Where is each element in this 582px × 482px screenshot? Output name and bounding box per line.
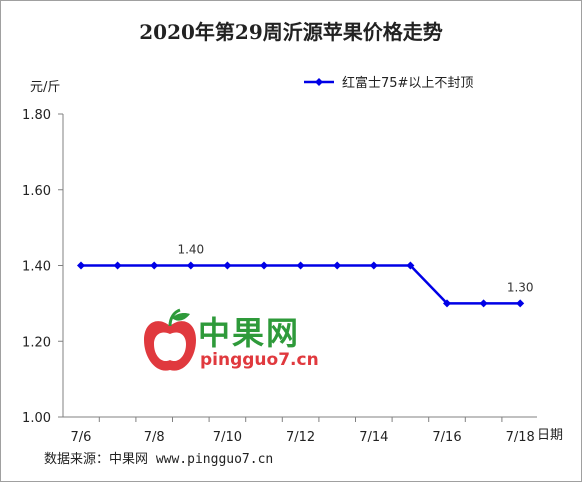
data-point-marker	[443, 299, 451, 308]
data-point-marker	[186, 261, 195, 270]
y-axis-unit: 元/斤	[30, 80, 61, 95]
data-point-marker	[150, 261, 159, 270]
data-point-marker	[479, 299, 488, 308]
y-tick-label: 1.00	[22, 411, 51, 426]
data-label: 1.30	[507, 280, 534, 294]
x-tick-label: 7/8	[144, 430, 165, 445]
y-tick-label: 1.80	[22, 108, 51, 123]
y-tick-label: 1.40	[22, 260, 51, 275]
x-axis-label: 日期	[537, 428, 564, 443]
x-tick-label: 7/16	[432, 430, 461, 445]
x-tick-label: 7/6	[71, 430, 92, 445]
series-line	[81, 264, 521, 305]
data-point-marker	[369, 261, 378, 270]
data-point-marker	[77, 261, 85, 270]
data-label: 1.40	[177, 243, 204, 257]
watermark-logo: 中果网 pingguo7.cn	[140, 306, 340, 380]
data-point-marker	[223, 261, 232, 270]
data-point-marker	[516, 299, 525, 308]
data-point-marker	[260, 261, 268, 270]
watermark-name: 中果网	[198, 314, 301, 352]
data-point-marker	[113, 261, 122, 270]
y-tick-label: 1.60	[22, 184, 51, 199]
y-tick-label: 1.20	[22, 335, 51, 350]
x-tick-label: 7/10	[213, 430, 242, 445]
apple-logo-icon	[144, 308, 196, 371]
legend-marker	[315, 78, 323, 86]
data-source: 数据来源：中果网 www.pingguo7.cn	[44, 452, 274, 467]
data-point-marker	[296, 261, 305, 270]
x-tick-label: 7/12	[286, 430, 315, 445]
data-point-marker	[333, 261, 342, 270]
x-tick-label: 7/18	[506, 430, 535, 445]
data-point-marker	[406, 261, 415, 270]
legend-label: 红富士75#以上不封顶	[342, 75, 473, 91]
x-tick-label: 7/14	[359, 430, 388, 445]
chart-title: 2020年第29周沂源苹果价格走势	[139, 20, 443, 44]
watermark-url: pingguo7.cn	[200, 350, 319, 370]
